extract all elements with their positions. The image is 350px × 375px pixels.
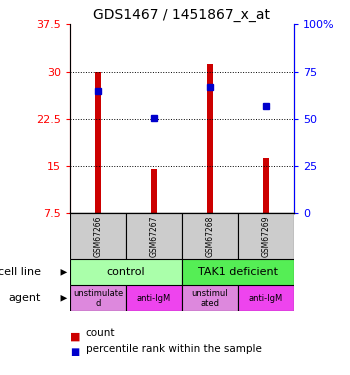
- Bar: [70, 260, 182, 285]
- Text: percentile rank within the sample: percentile rank within the sample: [86, 344, 262, 354]
- Text: count: count: [86, 328, 115, 338]
- Bar: [126, 285, 182, 311]
- Text: GSM67269: GSM67269: [261, 216, 271, 257]
- Bar: [94, 72, 101, 213]
- Bar: [182, 285, 238, 311]
- Bar: [206, 64, 214, 213]
- Bar: [70, 285, 126, 311]
- Text: ■: ■: [70, 332, 80, 342]
- Text: TAK1 deficient: TAK1 deficient: [198, 267, 278, 278]
- Bar: [70, 213, 126, 260]
- Bar: [238, 213, 294, 260]
- Text: anti-IgM: anti-IgM: [137, 294, 171, 303]
- Text: unstimul
ated: unstimul ated: [192, 289, 228, 308]
- Title: GDS1467 / 1451867_x_at: GDS1467 / 1451867_x_at: [93, 8, 271, 22]
- Text: unstimulate
d: unstimulate d: [73, 289, 123, 308]
- Text: anti-IgM: anti-IgM: [249, 294, 283, 303]
- Bar: [238, 285, 294, 311]
- Text: GSM67266: GSM67266: [93, 216, 103, 257]
- Bar: [262, 158, 270, 213]
- Text: agent: agent: [8, 293, 41, 303]
- Text: GSM67267: GSM67267: [149, 216, 159, 257]
- Bar: [182, 260, 294, 285]
- Text: ■: ■: [70, 347, 79, 357]
- Text: GSM67268: GSM67268: [205, 216, 215, 257]
- Bar: [150, 170, 158, 213]
- Text: cell line: cell line: [0, 267, 41, 278]
- Text: control: control: [107, 267, 145, 278]
- Bar: [126, 213, 182, 260]
- Bar: [182, 213, 238, 260]
